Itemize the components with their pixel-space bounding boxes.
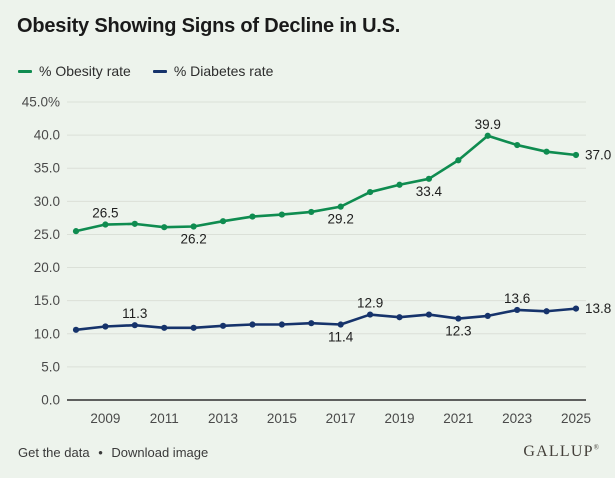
data-point (572, 305, 580, 312)
series-line-diabetes (74, 307, 578, 332)
data-point (219, 218, 227, 225)
data-point (249, 213, 256, 220)
data-point (278, 321, 285, 328)
legend-item-diabetes: % Diabetes rate (152, 63, 274, 79)
data-point (455, 315, 462, 322)
data-point (131, 322, 138, 329)
x-tick-label: 2021 (443, 411, 473, 426)
data-point (102, 221, 109, 228)
y-tick-label: 5.0 (41, 359, 60, 374)
data-point-label: 13.8 (585, 301, 611, 316)
y-tick-label: 15.0 (34, 293, 60, 308)
y-tick-label: 0.0 (41, 393, 60, 408)
x-tick-label: 2023 (502, 411, 532, 426)
data-point (572, 151, 580, 159)
data-point (396, 181, 403, 188)
data-point (190, 324, 197, 331)
data-point (367, 188, 374, 196)
data-point-label: 12.9 (357, 296, 383, 311)
data-point-label: 29.2 (328, 212, 354, 227)
legend-item-obesity: % Obesity rate (18, 63, 131, 79)
x-tick-label: 2011 (150, 411, 179, 426)
legend-label-obesity: % Obesity rate (39, 63, 131, 79)
gallup-logo: GALLUP® (523, 443, 599, 461)
data-point-label: 26.2 (180, 232, 206, 247)
data-point (543, 308, 550, 315)
gallup-wordmark: GALLUP (523, 443, 594, 460)
get-the-data-link[interactable]: Get the data (18, 444, 90, 460)
y-tick-label: 35.0 (34, 161, 60, 176)
data-point (484, 312, 491, 320)
data-point (484, 132, 491, 139)
data-point-label: 13.6 (504, 291, 530, 306)
bullet-separator: • (98, 444, 103, 460)
data-point-label: 11.4 (328, 330, 354, 345)
x-tick-label: 2017 (326, 411, 356, 426)
data-point-label: 39.9 (475, 117, 501, 132)
diabetes-line-swatch-icon (152, 69, 167, 73)
y-tick-label: 30.0 (34, 194, 60, 209)
series-line-obesity (74, 134, 578, 233)
data-point-label: 26.5 (92, 206, 118, 221)
data-point (72, 326, 80, 333)
data-point (190, 223, 197, 230)
x-tick-label: 2015 (267, 411, 297, 426)
data-point (455, 157, 462, 164)
data-point (425, 311, 433, 318)
data-point (396, 314, 403, 321)
data-point-label: 33.4 (416, 184, 443, 199)
data-point (161, 324, 168, 331)
data-point (308, 208, 315, 216)
data-point (337, 321, 344, 328)
data-point (514, 141, 521, 149)
footer: Get the data • Download image GALLUP® (18, 440, 599, 464)
y-tick-label: 25.0 (34, 227, 60, 242)
x-tick-label: 2019 (384, 411, 414, 426)
data-point (425, 175, 433, 182)
obesity-line-swatch-icon (18, 69, 32, 73)
download-image-link[interactable]: Download image (111, 444, 209, 460)
chart-title: Obesity Showing Signs of Decline in U.S. (17, 15, 401, 37)
legend: % Obesity rate % Diabetes rate (18, 63, 273, 79)
data-point-label: 12.3 (445, 324, 471, 339)
legend-label-diabetes: % Diabetes rate (173, 63, 274, 79)
data-point (543, 148, 550, 155)
data-point (219, 322, 227, 329)
x-tick-label: 2025 (561, 411, 591, 426)
data-point (278, 211, 285, 218)
data-point (337, 203, 344, 210)
data-point (249, 321, 256, 328)
y-tick-label: 10.0 (34, 326, 60, 341)
data-point-label: 37.0 (585, 147, 611, 162)
data-point-label: 11.3 (122, 306, 147, 321)
data-point (131, 220, 138, 227)
data-point (514, 306, 521, 314)
registered-mark: ® (593, 443, 599, 452)
y-tick-label: 45.0% (22, 95, 60, 110)
x-tick-label: 2009 (90, 411, 120, 426)
data-point (72, 228, 80, 235)
y-tick-label: 40.0 (34, 128, 60, 143)
data-point (102, 323, 109, 330)
data-point (367, 311, 374, 318)
x-tick-label: 2013 (208, 411, 238, 426)
y-tick-label: 20.0 (34, 260, 60, 275)
data-point (161, 224, 168, 231)
footer-links: Get the data • Download image (18, 445, 208, 460)
data-point (308, 320, 315, 327)
